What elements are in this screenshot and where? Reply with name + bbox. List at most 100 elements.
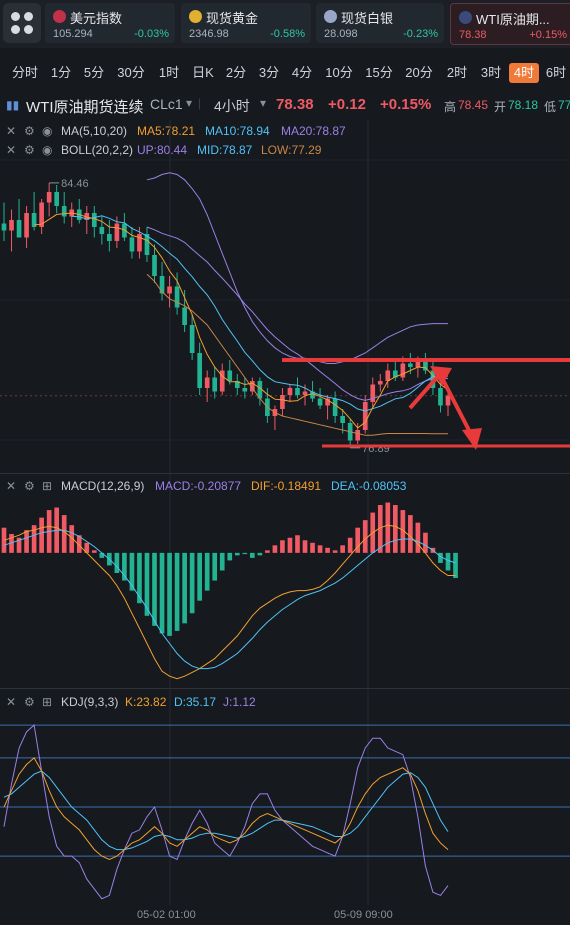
macd-histogram-bar — [122, 552, 127, 581]
period-tab[interactable]: 6时 — [545, 65, 567, 80]
close-icon[interactable]: ✕ — [6, 143, 17, 157]
dif-value: DIF:-0.18491 — [251, 479, 322, 493]
quote-price: 105.294 — [53, 28, 93, 40]
candle-body — [212, 377, 218, 392]
macd-histogram-bar — [265, 550, 270, 553]
macd-histogram-bar — [445, 552, 451, 571]
candle-body — [340, 416, 345, 423]
quote-card-spot-gold[interactable]: 现货黄金 2346.98 -0.58% — [181, 3, 311, 43]
chevron-down-icon[interactable]: ▾ — [260, 96, 267, 110]
macd-histogram-bar — [370, 512, 376, 553]
period-tab[interactable]: 2分 — [225, 65, 247, 80]
candle-body — [295, 388, 300, 395]
period-tab[interactable]: 1分 — [50, 65, 72, 80]
period-tab[interactable]: 20分 — [405, 65, 433, 80]
oil-barrel-icon — [459, 11, 472, 24]
low-label: 低 — [544, 100, 557, 114]
period-tab[interactable]: 10分 — [325, 65, 353, 80]
macd-histogram-bar — [31, 525, 37, 553]
macd-histogram-bar — [114, 552, 120, 573]
period-tab[interactable]: 5分 — [83, 65, 105, 80]
ma5-line — [34, 212, 449, 429]
expand-icon[interactable]: ⊞ — [42, 479, 53, 493]
time-axis: 05-02 01:00 05-09 09:00 — [137, 909, 393, 921]
candle-body — [144, 234, 150, 255]
candle-body — [310, 391, 315, 399]
quote-price: 28.098 — [324, 28, 358, 40]
macd-histogram-bar — [234, 552, 240, 556]
ma-title: MA(5,10,20) — [61, 124, 128, 138]
boll-upper-line — [146, 172, 448, 364]
period-tabs: 分时 1分 5分 30分 1时 日K 2分 3分 4分 10分 15分 20分 … — [0, 56, 570, 90]
eye-icon[interactable]: ◉ — [42, 143, 53, 157]
symbol-name[interactable]: WTI原油期货连续 — [26, 99, 144, 116]
close-icon[interactable]: ✕ — [6, 695, 17, 709]
macd-histogram-bar — [46, 510, 52, 553]
macd-histogram-bar — [423, 532, 428, 553]
candle-body — [39, 202, 44, 227]
macd-histogram-bar — [159, 552, 165, 634]
quote-card-spot-silver[interactable]: 现货白银 28.098 -0.23% — [316, 3, 444, 43]
candle-body — [415, 360, 421, 367]
boll-lower-line — [146, 273, 448, 436]
macd-histogram-bar — [99, 552, 105, 558]
macd-histogram-bar — [453, 552, 458, 579]
gear-icon[interactable]: ⚙ — [24, 143, 35, 157]
interval-select[interactable]: 4小时 — [214, 98, 250, 114]
candle-body — [317, 398, 323, 406]
candle-body — [24, 213, 29, 238]
close-icon[interactable]: ✕ — [6, 124, 17, 138]
candle-body — [114, 223, 120, 241]
app-menu-icon[interactable] — [3, 3, 41, 43]
candle-body — [430, 370, 436, 388]
candle-body — [392, 370, 398, 378]
macd-histogram-bar — [91, 550, 97, 553]
period-tab[interactable]: 分时 — [11, 65, 38, 80]
macd-histogram-bar — [39, 517, 44, 553]
candle-body — [204, 377, 210, 388]
quote-card-wti-crude[interactable]: WTI原油期... 78.38 +0.15% — [450, 3, 570, 45]
period-tab[interactable]: 3时 — [480, 65, 502, 80]
candle-body — [46, 192, 52, 203]
candle-body — [287, 388, 293, 395]
eye-icon[interactable]: ◉ — [42, 124, 53, 138]
close-icon[interactable]: ✕ — [6, 479, 17, 493]
candle-body — [400, 363, 406, 378]
macd-histogram-bar — [242, 552, 248, 555]
period-tab[interactable]: 日K — [192, 65, 214, 80]
period-tab[interactable]: 3分 — [258, 65, 280, 80]
candle-body — [159, 276, 165, 294]
period-tab[interactable]: 30分 — [117, 65, 145, 80]
quote-card-usd-index[interactable]: 美元指数 105.294 -0.03% — [45, 3, 175, 43]
period-tab[interactable]: 1时 — [158, 65, 180, 80]
macd-dif-line — [3, 524, 456, 680]
gold-coin-icon — [189, 10, 202, 23]
quote-name: 现货白银 — [341, 11, 394, 26]
period-tab-active[interactable]: 4时 — [509, 63, 539, 83]
chart-grid — [0, 120, 570, 905]
expand-icon[interactable]: ⊞ — [42, 695, 53, 709]
period-tab[interactable]: 15分 — [365, 65, 393, 80]
gear-icon[interactable]: ⚙ — [24, 124, 35, 138]
macd-histogram-bar — [152, 552, 157, 626]
panel-divider — [0, 688, 570, 689]
candle-body — [99, 227, 105, 234]
candle-body — [54, 192, 60, 206]
candle-body — [197, 353, 202, 388]
macd-histogram-bar — [347, 537, 353, 553]
candle-body — [250, 381, 255, 392]
candle-body — [174, 286, 180, 308]
macd-histogram-bar — [61, 515, 67, 553]
candle-body — [84, 213, 90, 220]
chevron-down-icon[interactable]: ▾ — [186, 96, 193, 110]
min-price-label: 76.89 — [362, 443, 390, 455]
period-tab[interactable]: 4分 — [291, 65, 313, 80]
gear-icon[interactable]: ⚙ — [24, 479, 35, 493]
gear-icon[interactable]: ⚙ — [24, 695, 35, 709]
kdj-k-line — [3, 757, 449, 860]
macd-histogram-bar — [430, 547, 436, 553]
period-tab[interactable]: 2时 — [446, 65, 468, 80]
macd-histogram-bar — [362, 520, 368, 553]
kdj-d-line — [3, 770, 449, 851]
macd-histogram-bar — [129, 552, 135, 591]
